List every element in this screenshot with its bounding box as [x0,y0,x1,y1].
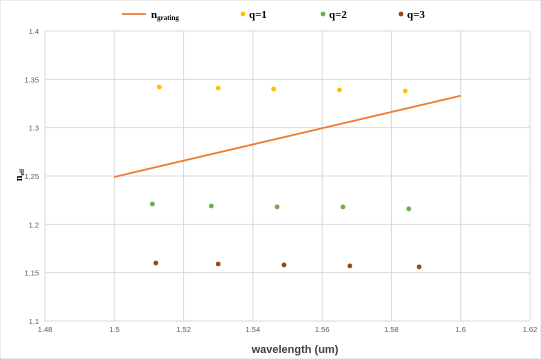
legend-label: q=3 [407,9,425,21]
x-tick-label: 1.6 [455,325,465,334]
data-point-q3 [281,262,287,268]
data-point-q3 [153,260,159,266]
x-tick-label: 1.5 [109,325,119,334]
data-series [114,84,461,270]
x-tick-labels: 1.48 1.5 1.52 1.54 1.56 1.58 1.6 1.62 [38,325,538,334]
data-point-q3 [215,261,221,267]
data-point-q2 [406,206,412,212]
y-tick-labels: 1.1 1.15 1.2 1.25 1.3 1.35 1.4 [24,27,39,326]
gridlines [44,30,531,322]
legend-label: q=1 [249,9,267,21]
x-tick-label: 1.54 [246,325,261,334]
y-tick-label: 1.35 [24,75,39,84]
y-tick-label: 1.4 [29,27,39,36]
data-point-q2 [149,201,155,207]
y-tick-label: 1.2 [29,220,39,229]
x-tick-label: 1.62 [523,325,538,334]
series-line-grating [114,94,461,178]
legend-label-sub: grating [157,14,179,22]
legend-swatch-q3 [398,11,404,17]
data-point-q3 [347,263,353,269]
data-point-q1 [337,87,342,93]
y-axis-label-main: n [14,175,25,181]
legend: ngrating q=1 q=2 q=3 [122,9,425,22]
legend-label: n [151,9,157,21]
legend-entry-q3: q=3 [407,9,425,21]
data-point-q2 [274,204,280,210]
legend-swatch-q2 [320,11,326,17]
data-point-q3 [416,264,422,270]
y-axis-label-sub: eff [20,168,26,176]
legend-label: q=2 [329,9,347,21]
legend-entry-n: ngrating [151,9,179,22]
y-tick-label: 1.15 [24,269,39,278]
data-point-q1 [156,84,162,90]
y-axis-label: neff [14,168,26,181]
y-tick-label: 1.25 [24,172,39,181]
data-point-q2 [208,203,214,209]
x-tick-label: 1.58 [384,325,399,334]
y-tick-label: 1.1 [29,317,39,326]
x-tick-label: 1.56 [315,325,330,334]
x-tick-label: 1.48 [38,325,53,334]
data-point-q1 [215,85,221,91]
x-axis-label: wavelength (um) [251,344,339,356]
y-tick-label: 1.3 [29,124,39,133]
legend-entry-q2: q=2 [329,9,347,21]
legend-swatch-q1 [240,11,246,17]
data-point-q2 [340,204,346,210]
data-point-q1 [402,88,408,94]
legend-entry-q1: q=1 [249,9,267,21]
x-tick-label: 1.52 [176,325,191,334]
data-point-q1 [271,86,277,92]
